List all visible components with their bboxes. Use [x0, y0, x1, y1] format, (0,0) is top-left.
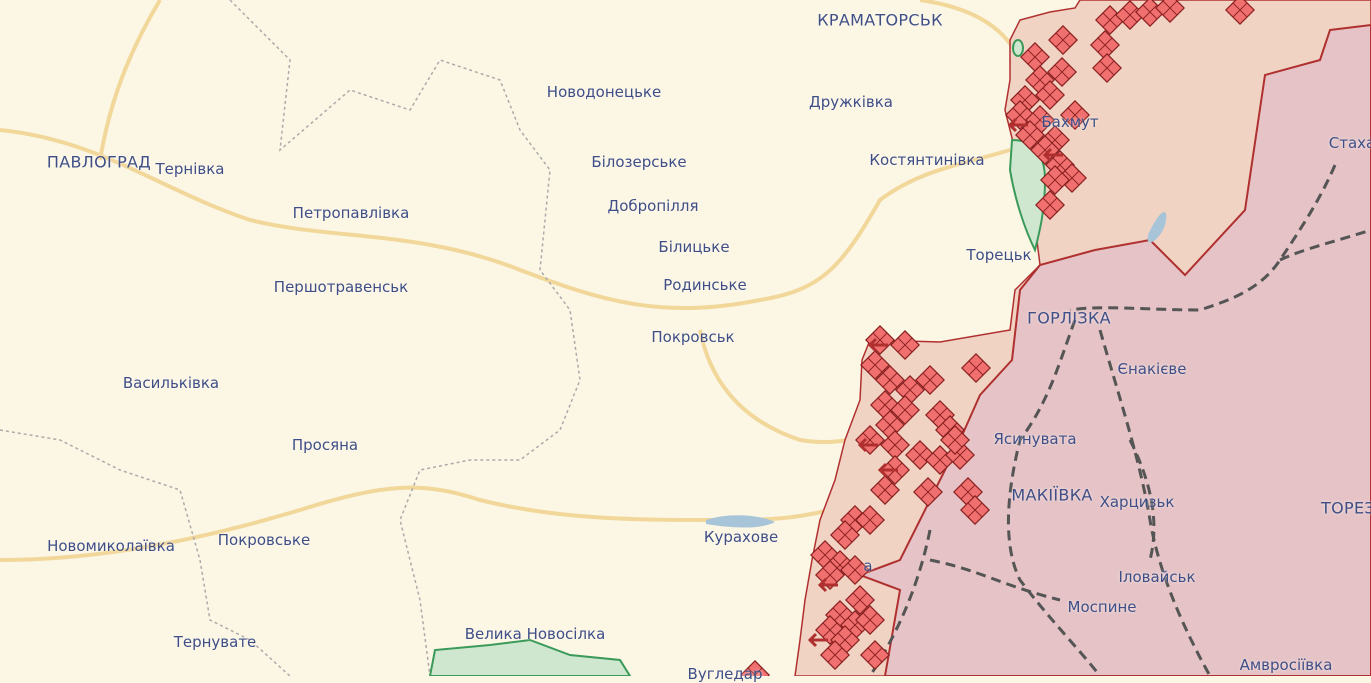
- place-label-ternuvate[interactable]: Тернувате: [173, 633, 257, 651]
- attack-diamond-icon[interactable]: [925, 445, 955, 475]
- attack-diamond-icon[interactable]: [875, 410, 905, 440]
- attack-diamond-icon[interactable]: [960, 495, 990, 525]
- attack-diamond-icon[interactable]: [1035, 80, 1065, 110]
- place-label-vuhledar[interactable]: Вугледар: [687, 665, 763, 683]
- attack-diamond-icon[interactable]: [860, 640, 890, 670]
- place-label-yenakiieve[interactable]: Єнакієве: [1117, 360, 1187, 378]
- water-bodies: [706, 212, 1167, 528]
- place-label-torez[interactable]: ТОРЕЗ: [1321, 498, 1371, 518]
- advance-arrow-icon: [1042, 147, 1063, 163]
- attack-diamond-icon[interactable]: [905, 440, 935, 470]
- place-label-khartsyzk[interactable]: Харцизьк: [1099, 493, 1175, 511]
- attack-diamond-icon[interactable]: [895, 375, 925, 405]
- attack-diamond-icon[interactable]: [890, 395, 920, 425]
- attack-diamond-icon[interactable]: [855, 605, 885, 635]
- advance-arrow-icon: [867, 337, 888, 353]
- attack-diamond-icon[interactable]: [915, 365, 945, 395]
- attack-diamond-icon[interactable]: [1030, 135, 1060, 165]
- attack-diamond-icon[interactable]: [875, 365, 905, 395]
- place-label-bakhmut[interactable]: Бахмут: [1041, 113, 1099, 131]
- place-label-petropavlivka[interactable]: Петропавлівка: [292, 204, 410, 222]
- advance-arrow-icon: [807, 632, 828, 648]
- attack-diamond-icon[interactable]: [940, 425, 970, 455]
- attack-diamond-icon[interactable]: [870, 475, 900, 505]
- place-label-dobropillia[interactable]: Добропілля: [607, 197, 699, 215]
- place-label-kostiantynivka[interactable]: Костянтинівка: [869, 151, 985, 169]
- place-label-velyka-novosilka[interactable]: Велика Новосілка: [464, 625, 606, 643]
- place-label-horlivka[interactable]: ГОРЛІЗКА: [1027, 308, 1111, 328]
- place-label-druzhkivka[interactable]: Дружківка: [809, 93, 893, 111]
- attack-diamond-icon[interactable]: [830, 520, 860, 550]
- place-label-novodonetske[interactable]: Новодонецьке: [546, 83, 662, 101]
- attack-diamond-icon[interactable]: [1090, 30, 1120, 60]
- advance-arrow-icon: [877, 462, 898, 478]
- attack-diamond-icon[interactable]: [1155, 0, 1185, 23]
- place-label-pokrovsk[interactable]: Покровськ: [651, 328, 735, 346]
- district-borders: [0, 0, 581, 676]
- attack-diamond-icon[interactable]: [840, 555, 870, 585]
- attack-diamond-icon[interactable]: [1035, 190, 1065, 220]
- attack-diamond-icon[interactable]: [820, 640, 850, 670]
- attack-diamond-icon[interactable]: [961, 353, 991, 383]
- attack-diamond-icon[interactable]: [855, 505, 885, 535]
- attack-diamond-icon[interactable]: [740, 660, 770, 676]
- attack-diamond-icon[interactable]: [1040, 165, 1070, 195]
- attack-diamond-icon[interactable]: [1135, 0, 1165, 27]
- advance-arrow-icon: [1007, 117, 1028, 133]
- place-label-vasylkivka[interactable]: Васильківка: [122, 374, 220, 392]
- place-label-novomykolaivka[interactable]: Новомиколаївка: [47, 537, 175, 555]
- attack-diamond-icon[interactable]: [1057, 163, 1087, 193]
- place-label-pavlohrad[interactable]: ПАВЛОГРАД: [46, 152, 152, 172]
- place-label-bilytske[interactable]: Білицьке: [658, 238, 730, 256]
- attack-diamond-icon[interactable]: [1092, 53, 1122, 83]
- attack-diamond-icon[interactable]: [1225, 0, 1255, 25]
- place-label-toretsk[interactable]: Торецьк: [966, 246, 1032, 264]
- place-label-makiivka[interactable]: МАКІЇВКА: [1011, 485, 1093, 505]
- attack-diamond-icon[interactable]: [870, 390, 900, 420]
- place-label-kramatorsk[interactable]: КРАМАТОРСЬК: [817, 10, 943, 30]
- attack-diamond-icon[interactable]: [1047, 57, 1077, 87]
- place-label-marinka[interactable]: а: [863, 557, 873, 575]
- place-label-yasynuvata[interactable]: Ясинувата: [993, 430, 1077, 448]
- railways: [868, 164, 1371, 676]
- place-label-pershotravensk[interactable]: Першотравенськ: [273, 278, 409, 296]
- place-label-mospyne[interactable]: Моспине: [1067, 598, 1137, 616]
- place-label-bilozerske[interactable]: Білозерське: [591, 153, 687, 171]
- attack-diamond-icon[interactable]: [1115, 0, 1145, 30]
- attack-diamond-icon[interactable]: [1020, 42, 1050, 72]
- occupied-area-2014: [857, 23, 1371, 676]
- place-label-ilovaisk[interactable]: Іловайськ: [1118, 568, 1196, 586]
- place-label-kurakhove[interactable]: Курахове: [703, 528, 779, 546]
- attack-diamond-icon[interactable]: [890, 330, 920, 360]
- attack-diamond-icon[interactable]: [1015, 120, 1045, 150]
- attack-diamond-icon[interactable]: [1095, 5, 1125, 35]
- liberated-areas: [428, 39, 1047, 676]
- place-label-pokrovske[interactable]: Покровське: [217, 531, 311, 549]
- place-label-ternivka[interactable]: Тернівка: [155, 160, 225, 178]
- attack-diamond-icon[interactable]: [845, 585, 875, 615]
- advance-arrow-icon: [857, 437, 878, 453]
- place-label-rodynske[interactable]: Родинське: [663, 276, 747, 294]
- attack-diamond-icon[interactable]: [913, 477, 943, 507]
- place-label-amvrosiivka[interactable]: Амвросіївка: [1239, 656, 1333, 674]
- attack-diamond-icon[interactable]: [880, 430, 910, 460]
- attack-diamond-icon[interactable]: [860, 350, 890, 380]
- attack-diamond-icon[interactable]: [1060, 100, 1090, 130]
- attack-diamond-icon[interactable]: [1048, 25, 1078, 55]
- advance-arrow-icon: [817, 577, 838, 593]
- attack-markers: [740, 0, 1255, 676]
- place-label-prosiana[interactable]: Просяна: [291, 436, 359, 454]
- place-label-stakhanov[interactable]: Стаха: [1328, 134, 1371, 152]
